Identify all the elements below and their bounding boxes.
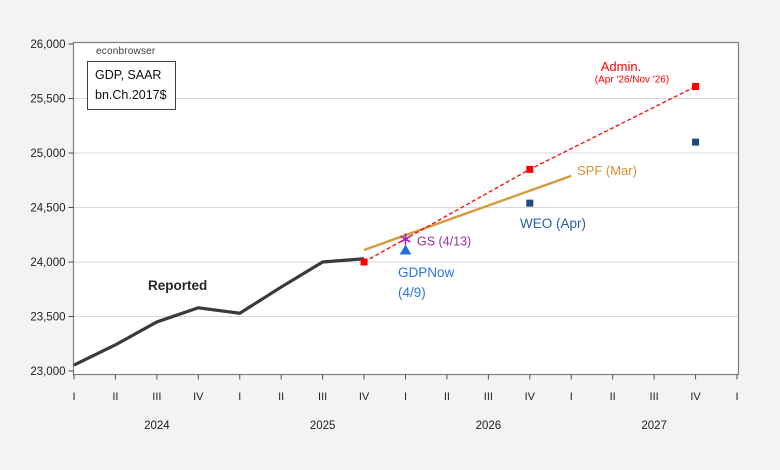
axis-units-note: GDP, SAAR bn.Ch.2017$ xyxy=(87,61,176,110)
x-tick-label-6: III xyxy=(318,391,327,403)
y-tick-label-24500: 24,500 xyxy=(30,203,65,215)
x-tick-label-3: IV xyxy=(193,391,204,403)
x-tick-label-0: I xyxy=(72,391,75,403)
x-tick-label-14: III xyxy=(650,391,659,403)
weo-label: WEO (Apr) xyxy=(520,216,586,231)
year-label-2025: 2025 xyxy=(310,420,336,432)
series-gdpnow-marker-0 xyxy=(399,244,412,255)
x-tick-label-1: II xyxy=(112,391,118,403)
asterisk-stroke xyxy=(400,235,411,243)
spf-label: SPF (Mar) xyxy=(577,163,637,178)
x-tick-label-12: I xyxy=(570,391,573,403)
gdpnow-label-1: GDPNow xyxy=(398,265,455,280)
series-admin-marker-2 xyxy=(692,83,700,91)
series-gs-marker-0 xyxy=(400,233,411,245)
x-tick-label-15: IV xyxy=(690,391,701,403)
x-tick-label-11: IV xyxy=(525,391,536,403)
y-tick-label-25500: 25,500 xyxy=(30,94,65,106)
x-tick-label-13: II xyxy=(610,391,616,403)
year-label-2027: 2027 xyxy=(641,420,667,432)
note-line-2: bn.Ch.2017$ xyxy=(95,88,167,102)
series-weo-marker-1 xyxy=(692,138,700,146)
admin-sublabel: (Apr '26/Nov '26) xyxy=(595,75,669,86)
y-tick-label-25000: 25,000 xyxy=(30,148,65,160)
x-tick-label-16: I xyxy=(735,391,738,403)
x-tick-label-8: I xyxy=(404,391,407,403)
admin-label: Admin. xyxy=(601,59,641,74)
plot-area xyxy=(73,42,739,375)
x-tick-label-9: II xyxy=(444,391,450,403)
y-tick-label-23500: 23,500 xyxy=(30,312,65,324)
series-admin-marker-1 xyxy=(526,165,534,173)
series-admin-marker-0 xyxy=(360,258,368,266)
note-line-1: GDP, SAAR xyxy=(95,68,162,82)
x-tick-label-5: II xyxy=(278,391,284,403)
reported-label: Reported xyxy=(148,278,207,293)
gdpnow-label-2: (4/9) xyxy=(398,285,426,300)
x-tick-label-2: III xyxy=(152,391,161,403)
x-tick-label-4: I xyxy=(238,391,241,403)
gs-label: GS (4/13) xyxy=(417,235,471,249)
year-label-2024: 2024 xyxy=(144,420,170,432)
y-tick-label-23000: 23,000 xyxy=(30,366,65,378)
watermark: econbrowser xyxy=(96,46,156,57)
series-spf-line xyxy=(363,174,572,252)
y-tick-label-24000: 24,000 xyxy=(30,257,65,269)
x-tick-label-10: III xyxy=(484,391,493,403)
series-reported-line xyxy=(73,257,365,367)
y-tick-label-26000: 26,000 xyxy=(30,39,65,51)
series-weo-marker-0 xyxy=(526,199,534,207)
x-tick-label-7: IV xyxy=(359,391,370,403)
year-label-2026: 2026 xyxy=(476,420,502,432)
